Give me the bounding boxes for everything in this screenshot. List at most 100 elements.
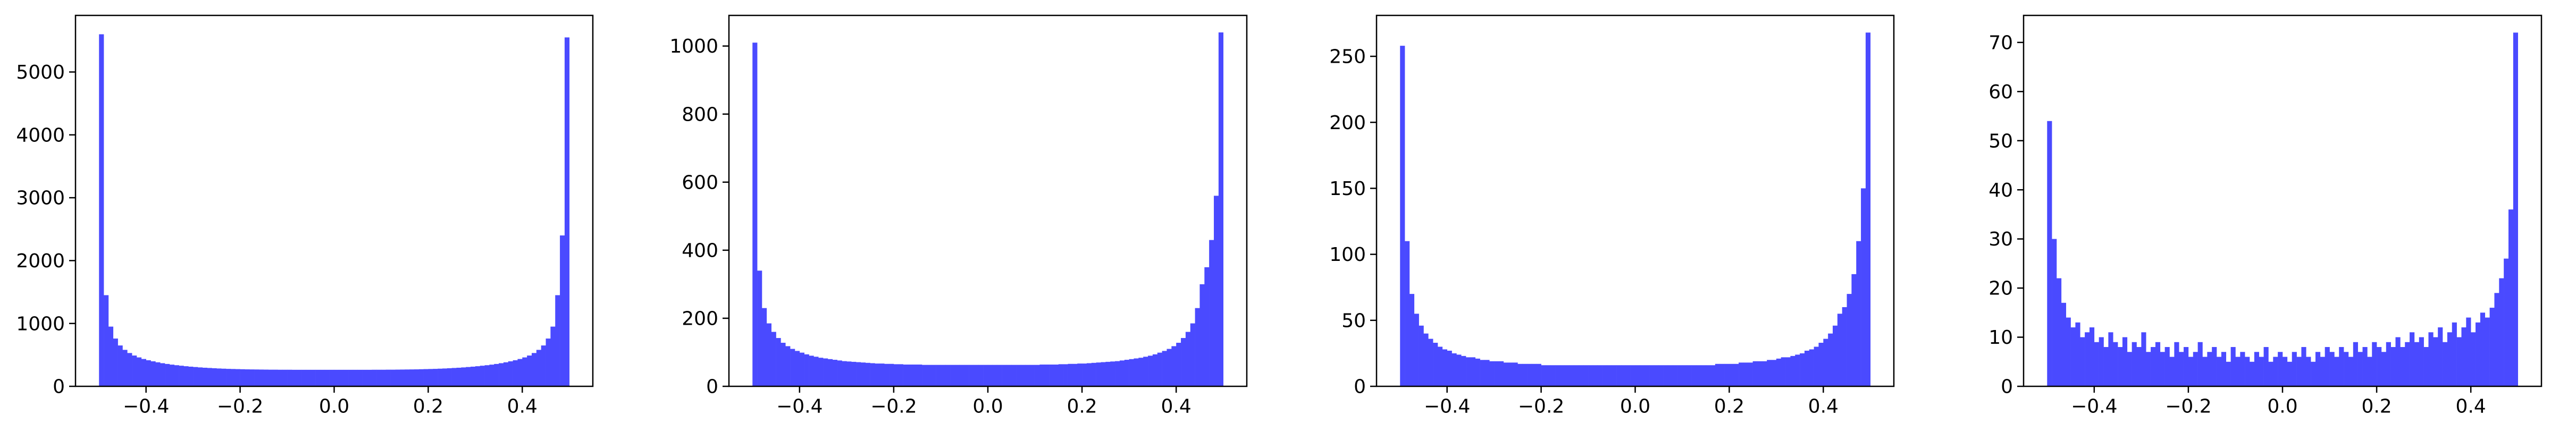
histogram-bar bbox=[1531, 363, 1537, 386]
histogram-bar bbox=[1053, 365, 1059, 386]
histogram-bar bbox=[959, 365, 965, 386]
histogram-bar bbox=[1729, 363, 1734, 386]
histogram-bar bbox=[282, 369, 288, 386]
histogram-bar bbox=[99, 34, 104, 387]
histogram-bar bbox=[216, 368, 222, 386]
histogram-bar bbox=[2494, 293, 2499, 386]
histogram-bar bbox=[1739, 362, 1744, 386]
histogram-bar bbox=[2377, 347, 2382, 386]
histogram-bar bbox=[1148, 356, 1153, 386]
histogram-bar bbox=[2466, 317, 2471, 386]
histogram-bar bbox=[230, 369, 236, 386]
histogram-bar bbox=[1654, 365, 1659, 386]
histogram-bar bbox=[405, 369, 410, 386]
histogram-bar bbox=[2070, 327, 2076, 386]
histogram-bar bbox=[2146, 352, 2151, 386]
histogram-bar bbox=[1044, 365, 1050, 386]
histogram-bar bbox=[1621, 365, 1626, 386]
histogram-bar bbox=[2118, 347, 2123, 386]
histogram-bar bbox=[1837, 314, 1842, 386]
histogram-bar bbox=[1522, 363, 1528, 386]
histogram-panel-2: −0.4 −0.2 0.0 0.2 0.4 0 200 400 600 800 1000 bbox=[669, 14, 1248, 418]
histogram-bar bbox=[160, 363, 165, 386]
histogram-bar bbox=[823, 358, 828, 386]
histogram-bar bbox=[2386, 342, 2391, 386]
histogram-bar bbox=[240, 369, 245, 386]
histogram-bar bbox=[2268, 361, 2273, 386]
x-axis: −0.4 −0.2 0.0 0.2 0.4 bbox=[123, 386, 538, 418]
histogram-bar bbox=[1489, 361, 1495, 386]
histogram-bar bbox=[781, 343, 786, 386]
histogram-bar bbox=[2447, 332, 2453, 386]
histogram-bar bbox=[339, 369, 344, 386]
histogram-bar bbox=[301, 369, 306, 386]
y-tick-label: 0 bbox=[2001, 376, 2013, 398]
histogram-bar bbox=[1119, 360, 1125, 386]
histogram-bar bbox=[865, 362, 870, 386]
histogram-bar bbox=[2122, 337, 2128, 386]
histogram-bar bbox=[1513, 362, 1518, 386]
histogram-bar bbox=[1498, 361, 1504, 386]
histogram-bar bbox=[1555, 365, 1560, 386]
histogram-bar bbox=[1209, 240, 1214, 386]
histogram-bar bbox=[2410, 332, 2415, 386]
histogram-bar bbox=[197, 367, 203, 386]
histogram-bar bbox=[165, 363, 170, 386]
histogram-bar bbox=[2329, 352, 2335, 386]
histogram-bar bbox=[2085, 332, 2090, 386]
histogram-bar bbox=[1218, 32, 1224, 386]
histogram-bar bbox=[809, 356, 814, 386]
histogram-bar bbox=[2052, 239, 2057, 386]
histogram-bar bbox=[221, 368, 226, 386]
histogram-bar bbox=[484, 365, 490, 386]
histogram-bar bbox=[1781, 357, 1786, 386]
histogram-bar bbox=[2443, 342, 2448, 386]
histogram-bar bbox=[2513, 32, 2519, 387]
histogram-bar bbox=[818, 358, 824, 386]
histogram-bar bbox=[2103, 347, 2109, 386]
histogram-bar bbox=[776, 338, 781, 386]
histogram-bars bbox=[1400, 32, 1871, 387]
histogram-bar bbox=[2480, 312, 2486, 386]
histogram-bar bbox=[2433, 337, 2438, 386]
histogram-bar bbox=[1086, 363, 1092, 386]
x-tick-label: 0.2 bbox=[413, 396, 443, 418]
histogram-bar bbox=[2325, 347, 2330, 386]
histogram-bar bbox=[1475, 358, 1480, 386]
histogram-bar bbox=[1588, 365, 1593, 386]
histogram-bar bbox=[2212, 347, 2217, 386]
histogram-bar bbox=[1002, 365, 1007, 386]
histogram-bar bbox=[794, 351, 800, 386]
histogram-bar bbox=[193, 367, 198, 386]
histogram-panel-1: −0.4 −0.2 0.0 0.2 0.4 0 1000 2000 3000 4000 5000 bbox=[16, 14, 594, 418]
histogram-bar bbox=[2428, 332, 2434, 386]
histogram-bar bbox=[941, 365, 946, 386]
histogram-bar bbox=[1828, 333, 1833, 386]
histogram-bar bbox=[851, 361, 857, 386]
histogram-bar bbox=[1409, 294, 1415, 386]
histogram-bar bbox=[2334, 357, 2339, 386]
histogram-bar bbox=[1527, 363, 1532, 386]
histogram-bar bbox=[1842, 307, 1847, 386]
histogram-panel-4: −0.4 −0.2 0.0 0.2 0.4 0 10 20 30 40 50 60 70 bbox=[1988, 14, 2543, 418]
y-tick-label: 150 bbox=[1329, 178, 1366, 200]
histogram-bar bbox=[1030, 365, 1035, 386]
histogram-bar bbox=[122, 350, 128, 386]
histogram-bar bbox=[2235, 357, 2241, 386]
histogram-bar bbox=[870, 363, 875, 386]
y-tick-label: 2000 bbox=[16, 250, 65, 272]
histogram-bar bbox=[2395, 337, 2401, 386]
histogram-bar bbox=[541, 345, 546, 386]
histogram-bar bbox=[127, 353, 132, 386]
histogram-bar bbox=[471, 366, 476, 386]
histogram-bar bbox=[2221, 352, 2227, 386]
histogram-bar bbox=[992, 365, 997, 386]
x-tick-label: 0.4 bbox=[1808, 396, 1839, 418]
histogram-bar bbox=[813, 357, 819, 386]
y-tick-label: 1000 bbox=[669, 36, 718, 57]
histogram-bar bbox=[1564, 365, 1570, 386]
histogram-bar bbox=[1833, 325, 1838, 386]
histogram-bar bbox=[1181, 338, 1186, 386]
histogram-bar bbox=[1625, 365, 1631, 386]
histogram-bar bbox=[2476, 322, 2481, 386]
